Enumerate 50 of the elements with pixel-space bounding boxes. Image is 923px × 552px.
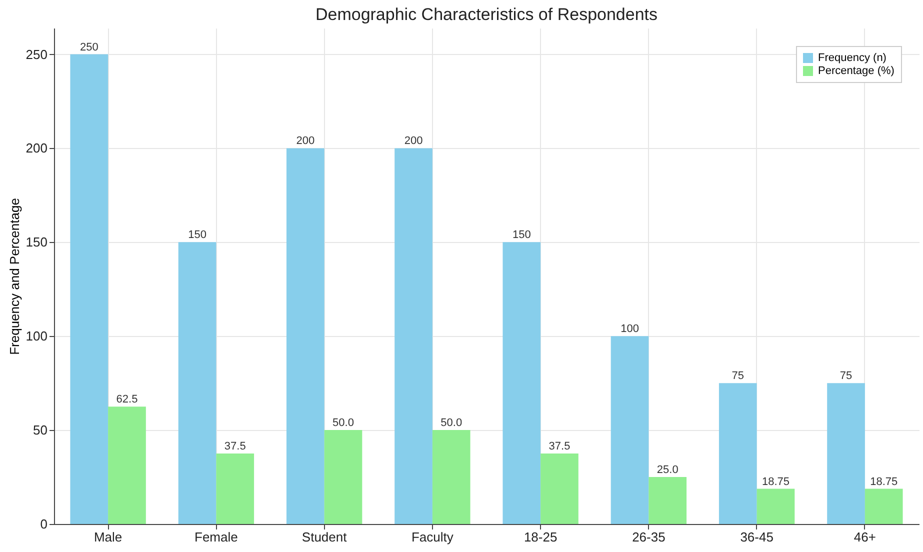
bar [394,148,432,524]
data-label: 62.5 [116,394,138,406]
data-label: 250 [80,41,98,54]
bar [864,488,903,524]
data-label: 200 [296,135,315,148]
y-tick-label: 150 [26,234,48,250]
data-label: 50.0 [440,417,462,430]
bar [286,148,324,524]
x-tick-label: Student [302,530,348,544]
y-tick-label: 250 [26,46,48,62]
chart-title: Demographic Characteristics of Respondents [315,5,658,24]
x-tick-label: 36-45 [740,530,774,544]
bar [178,242,216,524]
x-tick-label: Faculty [411,530,454,544]
bar [432,430,470,524]
data-label: 25.0 [656,464,678,476]
bar [827,383,865,524]
y-tick-label: 0 [40,516,48,532]
data-label: 100 [620,323,639,336]
legend-label: Percentage (%) [818,65,894,77]
data-label: 150 [512,229,531,242]
data-label: 18.75 [762,476,790,488]
y-axis-title: Frequency and Percentage [6,198,22,355]
data-label: 75 [732,370,744,382]
x-tick-label: Female [194,530,238,544]
bar [648,477,687,524]
bar [756,488,795,524]
bar [502,242,541,524]
data-label: 18.75 [870,476,898,488]
bar [70,54,108,524]
data-label: 50.0 [332,417,354,430]
legend-label: Frequency (n) [818,52,886,64]
data-label: 37.5 [224,440,246,453]
bar [718,383,757,524]
data-label: 37.5 [548,440,570,453]
y-tick-label: 50 [33,422,48,438]
x-tick-label: 26-35 [632,530,666,544]
data-label: 200 [404,135,423,148]
x-tick-label: 46+ [854,530,876,544]
data-label: 150 [188,229,206,242]
x-tick-label: 18-25 [524,530,558,544]
bar [216,454,254,524]
bar [108,406,146,524]
data-label: 75 [840,370,852,382]
bar [610,336,649,524]
x-tick-label: Male [94,530,122,544]
y-tick-label: 200 [26,140,48,156]
y-tick-label: 100 [26,328,48,344]
bar [540,454,578,524]
bar [324,430,362,524]
